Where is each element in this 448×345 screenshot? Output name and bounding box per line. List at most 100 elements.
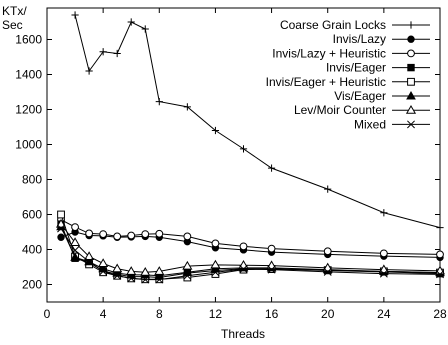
data-point-mixed xyxy=(155,275,164,284)
data-point-lev-moir-counter xyxy=(98,258,109,267)
x-tick-label: 8 xyxy=(156,307,163,321)
plot-frame xyxy=(46,7,441,303)
data-point-lev-moir-counter xyxy=(55,218,67,228)
y-tick-label: 1200 xyxy=(15,103,42,117)
data-point-invis-lazy-heuristic xyxy=(127,231,136,240)
data-point-coarse-grain-locks xyxy=(155,98,163,106)
legend-label-invis-lazy: Invis/Lazy xyxy=(333,32,386,46)
data-point-lev-moir-counter xyxy=(140,267,151,276)
x-tick-label: 4 xyxy=(100,307,107,321)
data-point-mixed xyxy=(127,274,136,283)
data-point-invis-lazy-heuristic xyxy=(323,247,332,256)
data-point-mixed xyxy=(379,269,388,278)
y-axis-label: KTx/ Sec xyxy=(2,4,27,32)
legend-item-invis-lazy: Invis/Lazy xyxy=(333,32,430,46)
series-invis-lazy-heuristic xyxy=(57,215,444,259)
legend-item-invis-eager-heuristic: Invis/Eager + Heuristic xyxy=(266,75,430,89)
data-point-mixed xyxy=(183,271,192,280)
legend-marker-vis-eager xyxy=(406,90,416,100)
y-tick-label: 600 xyxy=(22,208,42,222)
data-point-invis-lazy-heuristic xyxy=(71,223,79,232)
legend-marker-coarse-grain-locks xyxy=(407,21,415,29)
data-point-mixed xyxy=(99,267,108,276)
data-point-invis-lazy-heuristic xyxy=(436,250,444,259)
legend-item-mixed: Mixed xyxy=(354,117,430,131)
legend-item-coarse-grain-locks: Coarse Grain Locks xyxy=(280,18,430,32)
data-point-coarse-grain-locks xyxy=(99,48,107,56)
x-tick-label: 20 xyxy=(321,307,335,321)
series-lev-moir-counter xyxy=(55,218,446,276)
data-point-lev-moir-counter xyxy=(182,260,193,270)
data-point-coarse-grain-locks xyxy=(183,103,191,111)
x-tick-label: 24 xyxy=(377,307,391,321)
data-point-lev-moir-counter xyxy=(378,264,389,274)
data-point-invis-lazy-heuristic xyxy=(239,242,248,251)
legend-item-vis-eager: Vis/Eager xyxy=(334,89,430,103)
legend-label-invis-eager-heuristic: Invis/Eager + Heuristic xyxy=(266,75,386,89)
legend-label-vis-eager: Vis/Eager xyxy=(334,89,386,103)
plot-axes xyxy=(46,7,441,303)
legend-item-invis-lazy-heuristic: Invis/Lazy + Heuristic xyxy=(272,46,430,60)
y-tick-label: 200 xyxy=(22,278,42,292)
legend-label-invis-eager: Invis/Eager xyxy=(326,61,386,75)
legend-item-invis-eager: Invis/Eager xyxy=(326,61,430,75)
data-point-coarse-grain-locks xyxy=(141,25,149,33)
series-mixed xyxy=(57,224,444,284)
data-point-invis-lazy-heuristic xyxy=(211,239,220,248)
x-tick-label: 12 xyxy=(209,307,223,321)
legend-marker-invis-lazy-heuristic xyxy=(407,49,415,58)
data-point-mixed xyxy=(57,224,65,233)
data-point-invis-lazy-heuristic xyxy=(99,230,108,239)
data-point-mixed xyxy=(323,267,332,276)
y-tick-label: 800 xyxy=(22,173,42,187)
data-point-invis-lazy-heuristic xyxy=(85,229,94,238)
axis-ticks: 0 4 8 12 16 20 24 28 200 400 600 800 1000 1200 1400 160… xyxy=(15,8,447,321)
series-layer xyxy=(55,11,446,284)
data-point-mixed xyxy=(211,268,220,277)
data-point-coarse-grain-locks xyxy=(127,18,135,26)
data-point-mixed xyxy=(141,275,150,284)
data-point-invis-lazy-heuristic xyxy=(113,232,122,241)
x-tick-label: 0 xyxy=(44,307,51,321)
data-point-lev-moir-counter xyxy=(70,237,81,246)
data-point-invis-lazy-heuristic xyxy=(155,229,164,238)
x-tick-label: 28 xyxy=(433,307,447,321)
legend-label-invis-lazy-heuristic: Invis/Lazy + Heuristic xyxy=(272,46,386,60)
data-point-coarse-grain-locks xyxy=(380,209,388,217)
y-axis-label-line-2: Sec xyxy=(2,18,23,32)
data-point-invis-lazy-heuristic xyxy=(267,244,276,253)
data-point-mixed xyxy=(85,257,94,266)
data-point-invis-lazy-heuristic xyxy=(379,249,388,258)
x-axis-label: Threads xyxy=(221,327,265,341)
data-point-invis-lazy-heuristic xyxy=(183,232,192,241)
data-point-mixed xyxy=(267,265,276,274)
legend-marker-mixed xyxy=(407,120,415,129)
y-tick-label: 1000 xyxy=(15,138,42,152)
data-point-coarse-grain-locks xyxy=(71,11,79,19)
data-point-mixed xyxy=(113,271,122,280)
data-point-coarse-grain-locks xyxy=(436,224,444,232)
data-point-mixed xyxy=(436,270,444,279)
data-point-lev-moir-counter xyxy=(238,260,249,269)
legend-marker-invis-eager-heuristic xyxy=(407,77,415,86)
data-point-invis-lazy-heuristic xyxy=(141,230,150,239)
legend-label-mixed: Mixed xyxy=(354,117,386,131)
series-coarse-grain-locks xyxy=(71,11,444,232)
data-point-lev-moir-counter xyxy=(322,262,333,272)
data-point-mixed xyxy=(239,265,248,274)
data-point-lev-moir-counter xyxy=(266,260,277,270)
data-point-lev-moir-counter xyxy=(210,259,221,269)
legend-marker-invis-lazy xyxy=(407,35,415,43)
data-point-lev-moir-counter xyxy=(126,266,137,275)
legend-marker-lev-moir-counter xyxy=(405,105,417,114)
data-point-coarse-grain-locks xyxy=(267,164,276,172)
data-point-coarse-grain-locks xyxy=(113,49,121,58)
legend-item-lev-moir-counter: Lev/Moir Counter xyxy=(294,103,430,117)
data-point-coarse-grain-locks xyxy=(211,126,220,135)
y-tick-label: 1400 xyxy=(15,68,42,82)
y-axis-label-line-1: KTx/ xyxy=(2,4,27,18)
y-tick-label: 400 xyxy=(22,243,42,257)
data-point-coarse-grain-locks xyxy=(85,67,93,75)
